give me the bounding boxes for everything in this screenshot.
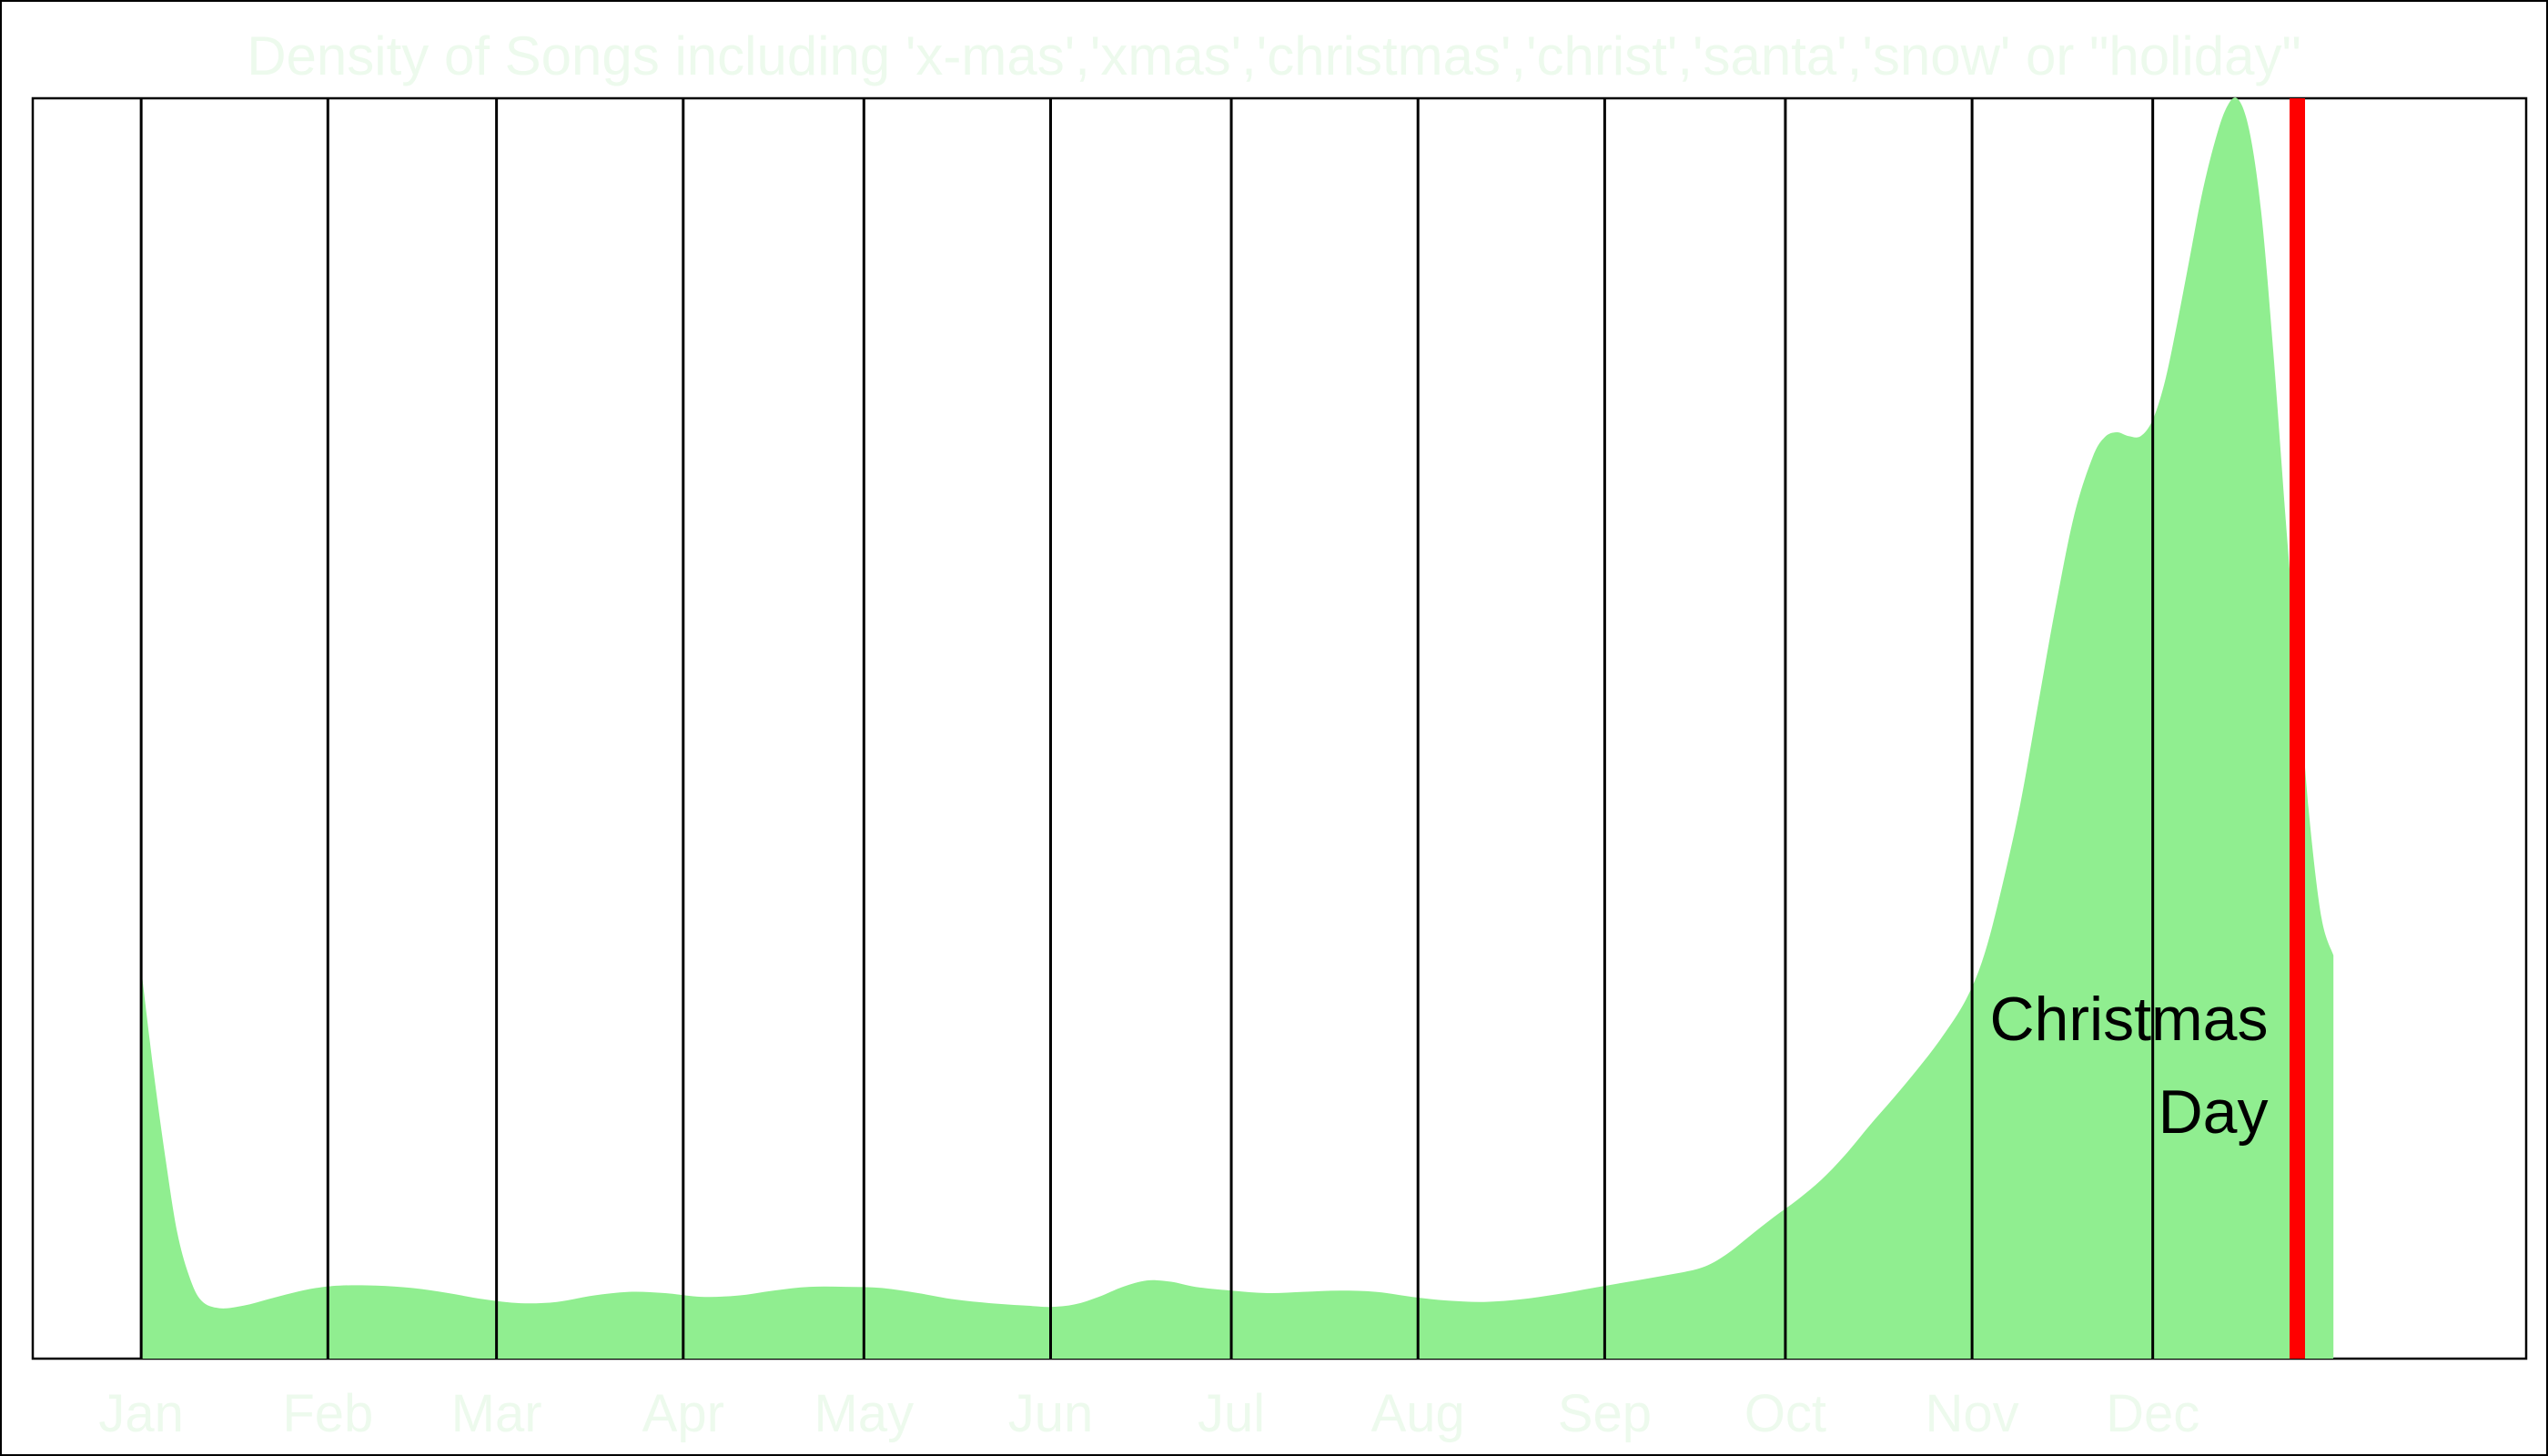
month-gridlines — [139, 98, 2155, 1359]
annotation-label: Day — [2159, 1077, 2269, 1147]
annotation-label: Christmas — [1989, 985, 2268, 1054]
x-tick-label-apr: Apr — [642, 1384, 724, 1443]
x-tick-label-aug: Aug — [1371, 1384, 1465, 1443]
chart-title: Density of Songs including 'x-mas','xmas… — [247, 25, 2301, 86]
x-tick-label-jun: Jun — [1008, 1384, 1094, 1443]
x-tick-label-mar: Mar — [451, 1384, 542, 1443]
x-tick-label-jan: Jan — [98, 1384, 184, 1443]
x-tick-label-sep: Sep — [1558, 1384, 1652, 1443]
density-area-0 — [141, 97, 2334, 1360]
x-tick-label-jul: Jul — [1198, 1384, 1265, 1443]
x-tick-label-oct: Oct — [1744, 1384, 1826, 1443]
x-tick-label-feb: Feb — [282, 1384, 373, 1443]
x-tick-label-dec: Dec — [2106, 1384, 2199, 1443]
x-axis-ticks: Jan Feb Mar Apr May Jun Jul Aug Sep Oct Nov Dec — [98, 1384, 2199, 1443]
area-layer — [141, 97, 2334, 1360]
x-tick-label-nov: Nov — [1926, 1384, 2019, 1443]
annotation-layer: Christmas Day — [1989, 985, 2268, 1147]
x-tick-label-may: May — [814, 1384, 915, 1443]
